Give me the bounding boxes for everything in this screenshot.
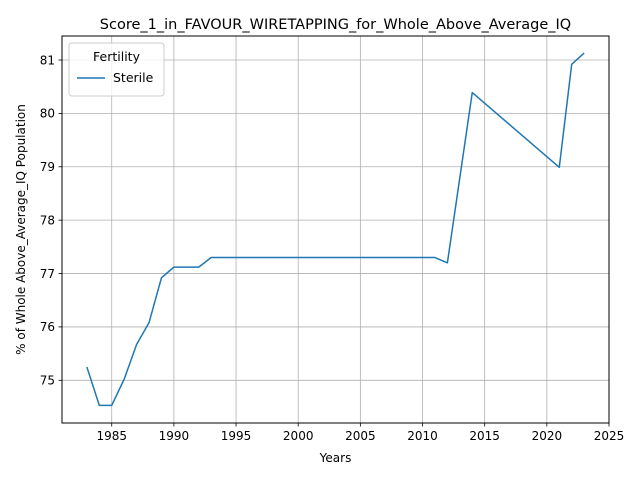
axis-ticks: 1985 1990 1995 2000 2005 2010 2015 2020 2025 75 76… [40,53,625,443]
y-tick-label: 81 [40,53,55,67]
y-tick-label: 79 [40,160,55,174]
legend-label: Sterile [113,70,154,85]
legend-title: Fertility [93,49,141,64]
x-tick-label: 1990 [159,429,190,443]
x-tick-label: 2015 [469,429,500,443]
series-layer [86,52,585,407]
series-line [86,52,585,407]
x-axis-label: Years [319,451,352,465]
x-tick-label: 2005 [345,429,376,443]
x-tick-label: 2010 [407,429,438,443]
y-tick-label: 75 [40,374,55,388]
x-tick-label: 2020 [532,429,563,443]
x-tick-label: 2025 [594,429,625,443]
y-tick-label: 78 [40,213,55,227]
plot-frame [61,35,610,424]
chart-title: Score_1_in_FAVOUR_WIRETAPPING_for_Whole_… [100,17,571,33]
y-tick-label: 77 [40,267,55,281]
y-axis-label: % of Whole Above_Average_IQ Population [14,104,28,355]
x-tick-label: 2000 [283,429,314,443]
y-tick-label: 80 [40,107,55,121]
legend-entries: Sterile [77,70,154,85]
x-tick-label: 1985 [96,429,127,443]
x-tick-label: 1995 [221,429,252,443]
y-tick-label: 76 [40,320,55,334]
legend: Fertility Sterile [68,42,165,97]
legend-box [68,42,165,97]
